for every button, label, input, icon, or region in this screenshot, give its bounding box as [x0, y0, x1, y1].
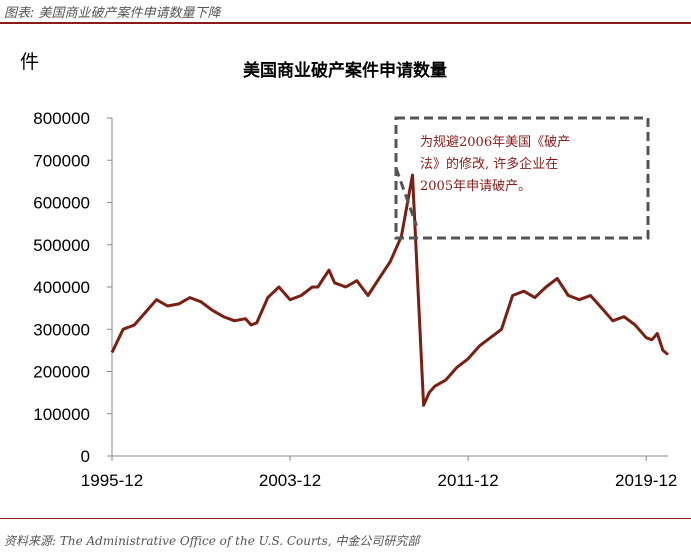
- y-axis: 0 100000 200000 300000 400000 500000 600000 700…: [33, 109, 112, 466]
- annotation-line: 法》的修改, 许多企业在: [420, 156, 558, 172]
- annotation-leader-line: [394, 167, 418, 227]
- x-tick-label: 2019-12: [615, 471, 677, 490]
- chart-title: 美国商业破产案件申请数量: [243, 60, 447, 81]
- y-axis-unit: 件: [20, 51, 39, 73]
- annotation: 为规避2006年美国《破产法》的修改, 许多企业在 2005年申请破产。: [394, 116, 650, 240]
- figure-header: 图表: 美国商业破产案件申请数量下降: [0, 0, 691, 26]
- y-tick-label: 700000: [33, 151, 90, 170]
- annotation-box: [394, 116, 650, 240]
- bankruptcy-line-chart: 件 美国商业破产案件申请数量 0 100000 200000 300000 400000…: [20, 51, 677, 490]
- y-tick-label: 0: [81, 447, 90, 466]
- x-axis: 1995-12 2003-12 2011-12 2019-12: [81, 456, 677, 490]
- annotation-line: 为规避2006年美国《破产: [420, 135, 570, 150]
- figure-footer: 资料来源: The Administrative Office of the U…: [0, 518, 691, 560]
- y-tick-label: 300000: [33, 320, 90, 339]
- header-rule: [0, 22, 691, 24]
- x-tick-label: 2003-12: [259, 471, 321, 490]
- y-tick-label: 200000: [33, 363, 90, 382]
- y-tick-label: 600000: [33, 194, 90, 213]
- y-tick-label: 500000: [33, 236, 90, 255]
- x-tick-label: 1995-12: [81, 471, 143, 490]
- x-tick-label: 2011-12: [438, 471, 499, 490]
- footer-rule: [0, 518, 691, 519]
- series-line: [110, 173, 669, 407]
- annotation-text: 为规避2006年美国《破产法》的修改, 许多企业在 2005年申请破产。: [420, 135, 570, 194]
- y-tick-label: 400000: [33, 278, 90, 297]
- annotation-line: 2005年申请破产。: [420, 179, 531, 194]
- figure-caption: 图表: 美国商业破产案件申请数量下降: [4, 6, 221, 21]
- y-tick-label: 100000: [33, 405, 90, 424]
- source-note: 资料来源: The Administrative Office of the U…: [4, 534, 420, 548]
- y-tick-label: 800000: [33, 109, 90, 128]
